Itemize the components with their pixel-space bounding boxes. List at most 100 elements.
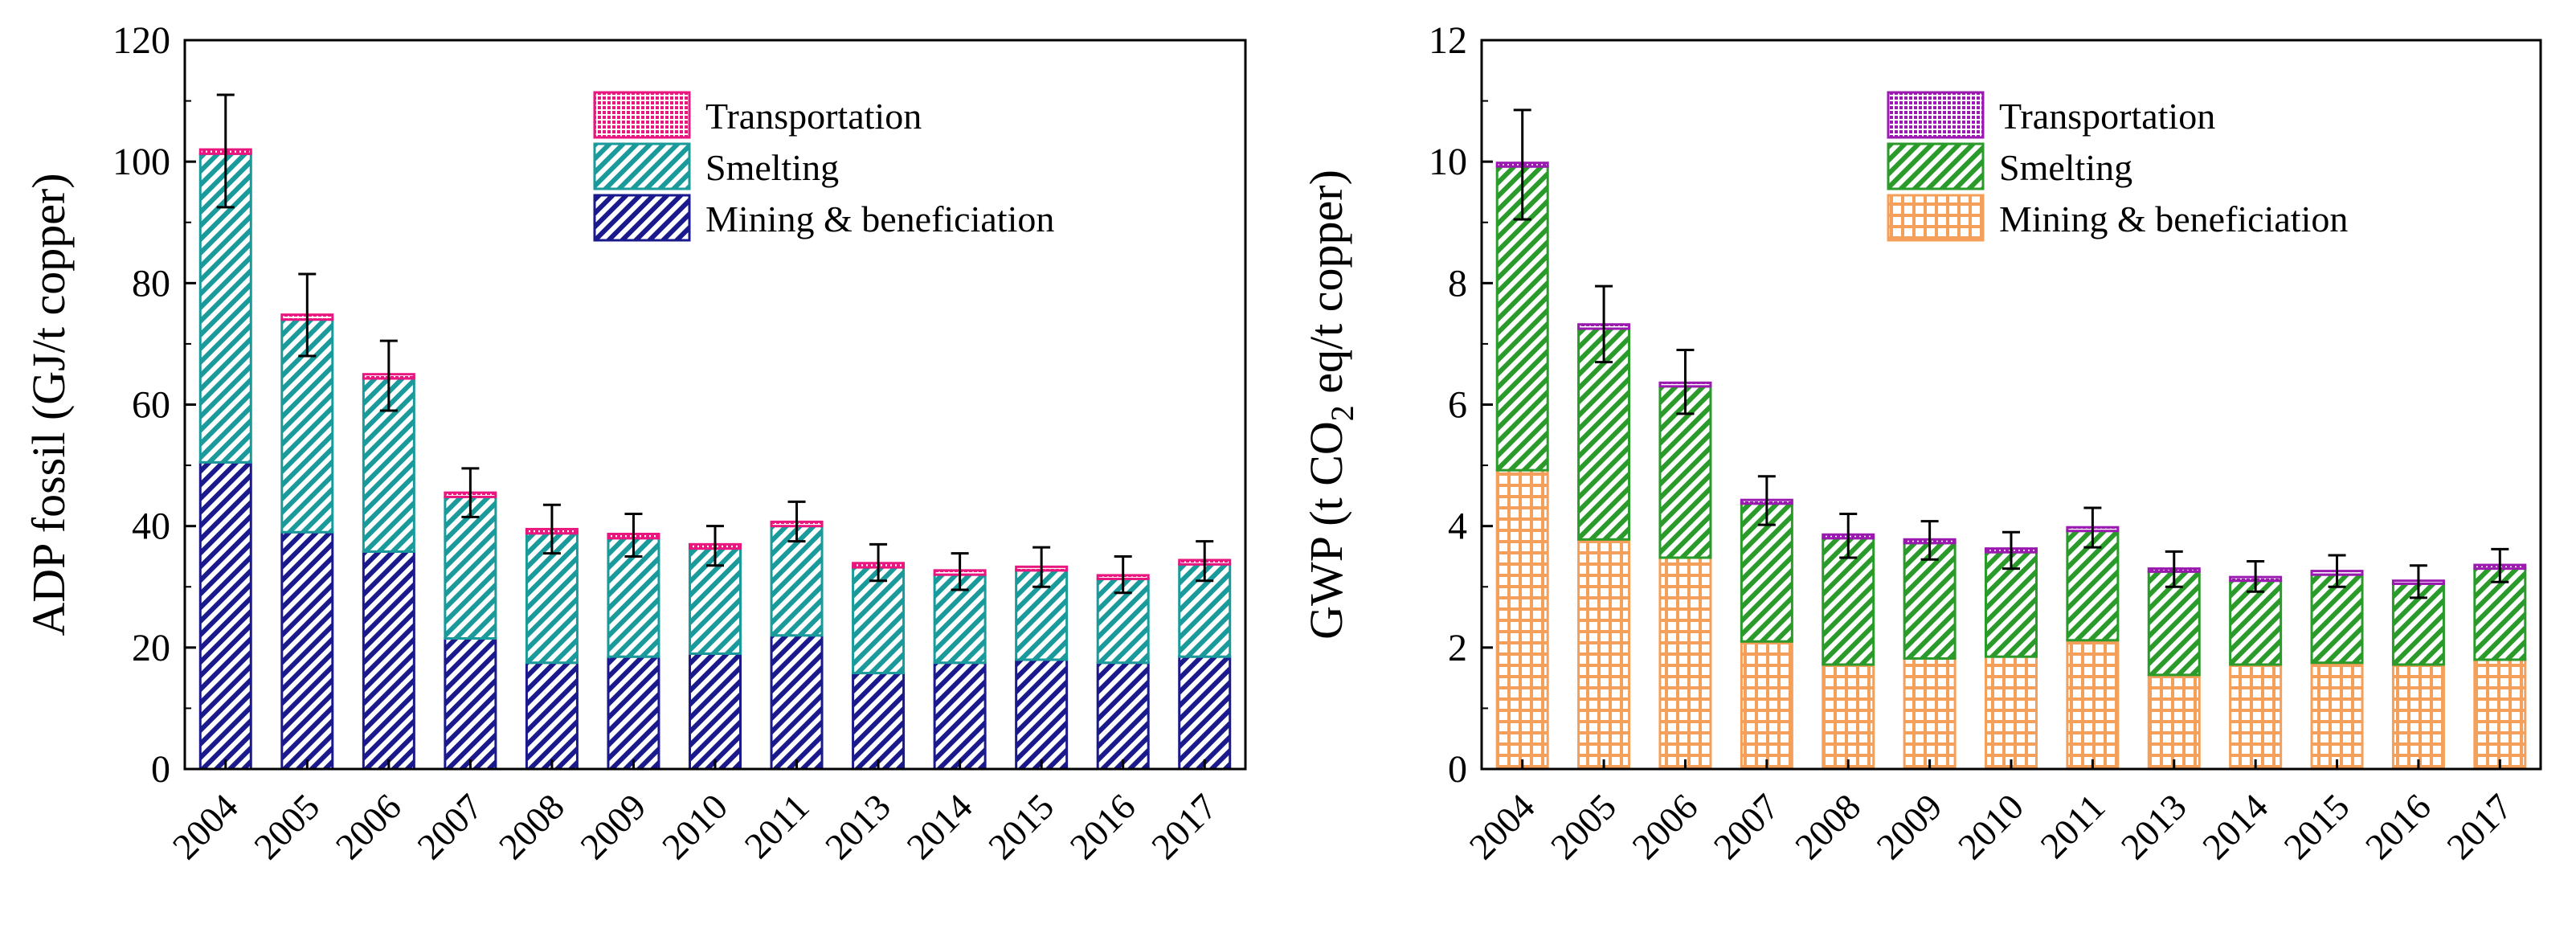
bar-mining-and-beneficiation-2006 bbox=[1658, 556, 1712, 771]
bar-smelting-2009 bbox=[607, 537, 660, 658]
bar-smelting-2011 bbox=[2066, 530, 2120, 642]
error-bar-2015 bbox=[2328, 554, 2346, 588]
error-bar-2017 bbox=[2491, 547, 2509, 583]
bar-smelting-2009 bbox=[1903, 542, 1957, 660]
legend-swatch-smelting bbox=[593, 142, 691, 190]
error-bar-2014 bbox=[951, 552, 969, 591]
bar-mining-and-beneficiation-2015 bbox=[1015, 658, 1069, 771]
legend: Transportation Smelting Mining & beneficia… bbox=[593, 91, 1054, 242]
bar-mining-and-beneficiation-2014 bbox=[2229, 663, 2283, 771]
x-tick-label-2006: 2006 bbox=[328, 786, 409, 867]
y-tick-label: 8 bbox=[1448, 262, 1467, 305]
error-bar-2007 bbox=[461, 467, 480, 518]
bar-smelting-2013 bbox=[852, 566, 906, 675]
bar-mining-and-beneficiation-2010 bbox=[689, 652, 742, 771]
error-bar-2013 bbox=[869, 542, 888, 583]
x-tick-label-2004: 2004 bbox=[165, 786, 246, 867]
x-tick-label-2008: 2008 bbox=[491, 786, 572, 867]
error-bar-2014 bbox=[2247, 560, 2265, 593]
x-tick-label-2013: 2013 bbox=[817, 786, 898, 867]
legend-label-mining-and-beneficiation: Mining & beneficiation bbox=[705, 198, 1054, 239]
x-tick-label-2010: 2010 bbox=[654, 786, 735, 867]
bar-mining-and-beneficiation-2005 bbox=[1577, 538, 1631, 771]
bar-mining-and-beneficiation-2007 bbox=[1740, 640, 1793, 771]
bar-mining-and-beneficiation-2013 bbox=[2147, 673, 2201, 771]
bar-mining-and-beneficiation-2014 bbox=[933, 661, 987, 771]
legend-swatch-transportation bbox=[1887, 91, 1985, 139]
bar-mining-and-beneficiation-2017 bbox=[2473, 658, 2527, 771]
y-tick-label: 60 bbox=[132, 384, 170, 427]
error-bar-2015 bbox=[1032, 546, 1051, 588]
error-bar-2005 bbox=[298, 272, 317, 358]
y-tick-label: 4 bbox=[1448, 505, 1467, 548]
bar-mining-and-beneficiation-2009 bbox=[607, 655, 660, 771]
x-tick-label-2007: 2007 bbox=[1706, 786, 1787, 867]
error-bar-2007 bbox=[1757, 475, 1776, 526]
bar-smelting-2014 bbox=[2229, 579, 2283, 666]
bar-mining-and-beneficiation-2008 bbox=[1822, 663, 1875, 771]
y-tick-label: 0 bbox=[151, 748, 170, 791]
y-tick-label: 40 bbox=[132, 505, 170, 548]
error-bar-2006 bbox=[1676, 348, 1695, 415]
error-bar-2009 bbox=[624, 513, 643, 558]
bar-smelting-2005 bbox=[1577, 327, 1631, 541]
x-tick-label-2015: 2015 bbox=[2275, 786, 2357, 867]
error-bar-2006 bbox=[379, 339, 398, 412]
error-bar-2008 bbox=[1839, 513, 1858, 559]
bar-mining-and-beneficiation-2008 bbox=[525, 661, 579, 771]
bar-mining-and-beneficiation-2004 bbox=[1495, 468, 1549, 771]
x-tick-label-2016: 2016 bbox=[2357, 786, 2439, 867]
bar-mining-and-beneficiation-2017 bbox=[1178, 655, 1232, 771]
y-tick-label: 0 bbox=[1448, 748, 1467, 791]
x-tick-label-2016: 2016 bbox=[1062, 786, 1143, 867]
legend-label-mining-and-beneficiation: Mining & beneficiation bbox=[1999, 198, 2348, 239]
bar-mining-and-beneficiation-2016 bbox=[2391, 663, 2445, 771]
bar-mining-and-beneficiation-2006 bbox=[362, 550, 415, 771]
x-tick-label-2009: 2009 bbox=[572, 786, 653, 867]
error-bar-2016 bbox=[1114, 554, 1132, 595]
bar-mining-and-beneficiation-2011 bbox=[770, 634, 824, 771]
error-bar-2016 bbox=[2409, 564, 2427, 599]
x-tick-label-2005: 2005 bbox=[246, 786, 327, 867]
y-tick-label: 2 bbox=[1448, 627, 1467, 669]
x-tick-label-2017: 2017 bbox=[1143, 786, 1225, 867]
error-bar-2010 bbox=[706, 525, 724, 567]
y-axis-title: GWP (t CO2 eq/t copper) bbox=[1300, 170, 1360, 640]
legend-swatch-smelting bbox=[1887, 142, 1985, 190]
x-tick-label-2005: 2005 bbox=[1543, 786, 1624, 867]
bar-mining-and-beneficiation-2013 bbox=[852, 672, 906, 771]
x-tick-label-2008: 2008 bbox=[1787, 786, 1868, 867]
x-tick-label-2006: 2006 bbox=[1624, 786, 1705, 867]
error-bar-2008 bbox=[542, 503, 561, 555]
y-tick-label: 120 bbox=[112, 19, 170, 62]
x-tick-label-2013: 2013 bbox=[2113, 786, 2194, 867]
legend-swatch-mining-and-beneficiation bbox=[593, 194, 691, 242]
error-bar-2011 bbox=[787, 500, 806, 543]
bar-mining-and-beneficiation-2010 bbox=[1985, 655, 2038, 771]
y-axis-title: ADP fossil (GJ/t copper) bbox=[22, 173, 75, 636]
bar-mining-and-beneficiation-2015 bbox=[2310, 661, 2364, 771]
y-tick-label: 80 bbox=[132, 262, 170, 305]
error-bar-2011 bbox=[2083, 506, 2102, 549]
legend-label-transportation: Transportation bbox=[705, 96, 922, 137]
x-tick-label-2007: 2007 bbox=[409, 786, 490, 867]
legend-swatch-mining-and-beneficiation bbox=[1887, 194, 1985, 242]
bar-mining-and-beneficiation-2004 bbox=[198, 460, 252, 771]
x-tick-label-2015: 2015 bbox=[980, 786, 1061, 867]
legend-swatch-transportation bbox=[593, 91, 691, 139]
bar-mining-and-beneficiation-2009 bbox=[1903, 657, 1957, 771]
x-tick-label-2009: 2009 bbox=[1869, 786, 1950, 867]
y-tick-label: 20 bbox=[132, 627, 170, 669]
legend-label-smelting: Smelting bbox=[705, 147, 839, 188]
y-tick-label: 10 bbox=[1429, 141, 1467, 183]
bar-smelting-2008 bbox=[1822, 537, 1875, 666]
bar-mining-and-beneficiation-2007 bbox=[444, 636, 497, 771]
error-bar-2010 bbox=[2002, 530, 2020, 571]
error-bar-2009 bbox=[1920, 520, 1939, 561]
error-bar-2017 bbox=[1196, 540, 1214, 583]
x-tick-label-2004: 2004 bbox=[1462, 786, 1543, 867]
legend-label-smelting: Smelting bbox=[1999, 147, 2132, 188]
